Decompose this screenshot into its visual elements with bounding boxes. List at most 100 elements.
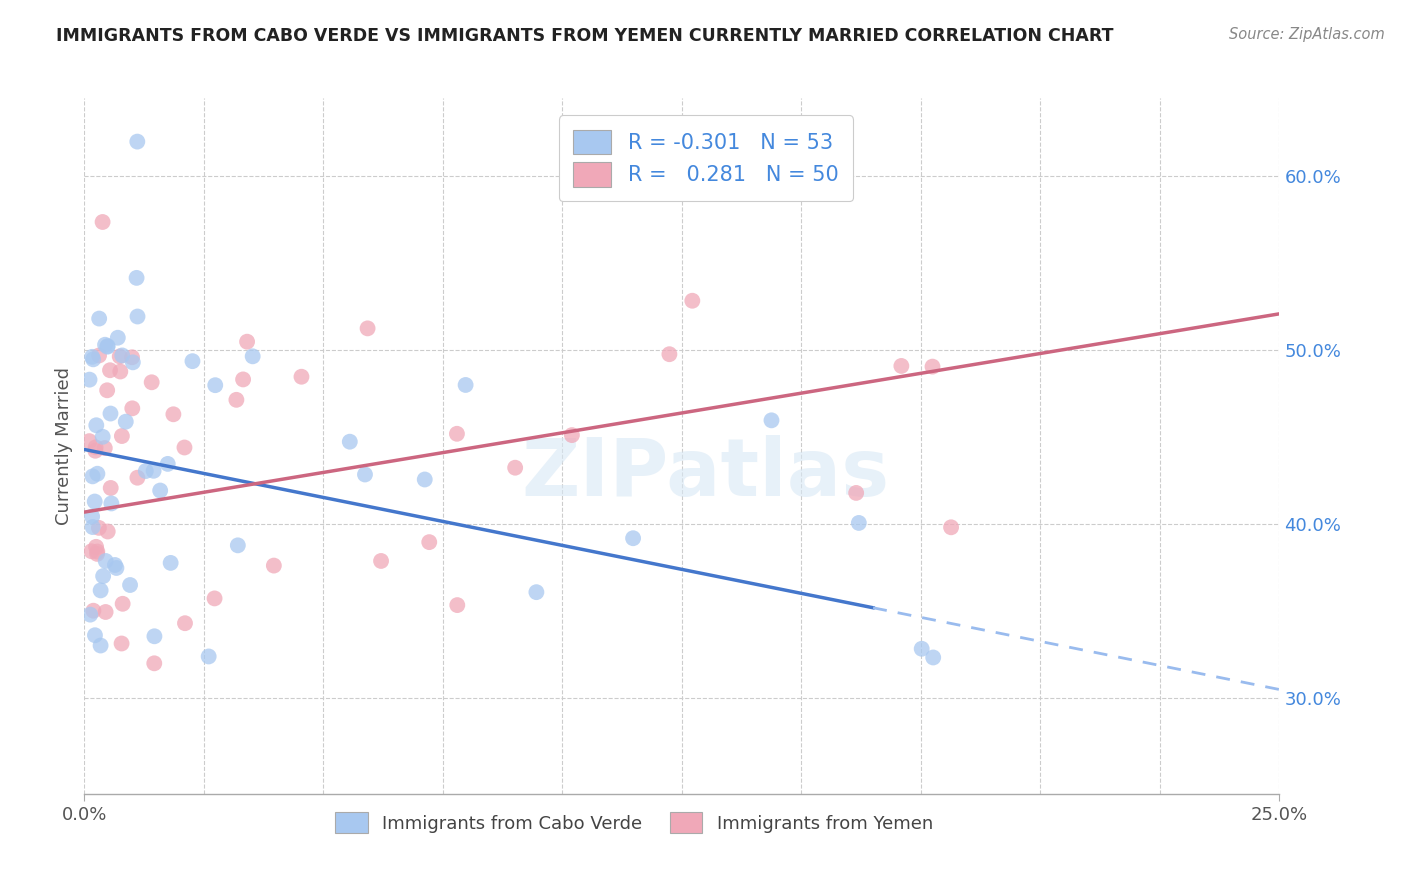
Point — [226, 538, 249, 552]
Point — [356, 321, 378, 335]
Point — [94, 554, 117, 568]
Point — [82, 350, 104, 364]
Point — [97, 524, 120, 539]
Point — [96, 384, 118, 398]
Point — [761, 413, 783, 427]
Point — [339, 434, 361, 449]
Point — [127, 135, 149, 149]
Point — [413, 473, 436, 487]
Point — [142, 464, 165, 478]
Point — [100, 407, 122, 421]
Point — [204, 378, 226, 392]
Text: ZIPatlas: ZIPatlas — [522, 434, 890, 513]
Point — [94, 337, 117, 351]
Point — [111, 597, 134, 611]
Point — [100, 481, 122, 495]
Point — [87, 521, 110, 535]
Point — [159, 556, 181, 570]
Point — [197, 649, 219, 664]
Point — [107, 331, 129, 345]
Point — [120, 578, 142, 592]
Point — [89, 311, 111, 326]
Legend: Immigrants from Cabo Verde, Immigrants from Yemen: Immigrants from Cabo Verde, Immigrants f… — [325, 802, 943, 844]
Point — [263, 558, 285, 573]
Point — [86, 547, 108, 561]
Point — [174, 616, 197, 631]
Point — [290, 369, 312, 384]
Point — [86, 467, 108, 481]
Point — [658, 347, 681, 361]
Point — [84, 443, 107, 458]
Point — [84, 540, 107, 554]
Point — [236, 334, 259, 349]
Point — [921, 359, 943, 374]
Point — [454, 378, 477, 392]
Text: Source: ZipAtlas.com: Source: ZipAtlas.com — [1229, 27, 1385, 42]
Point — [890, 359, 912, 373]
Point — [911, 641, 934, 656]
Point — [446, 426, 468, 441]
Point — [105, 561, 128, 575]
Point — [90, 583, 112, 598]
Point — [181, 354, 204, 368]
Point — [681, 293, 703, 308]
Point — [141, 376, 163, 390]
Y-axis label: Currently Married: Currently Married — [55, 367, 73, 525]
Point — [121, 355, 143, 369]
Point — [370, 554, 392, 568]
Point — [98, 363, 121, 377]
Point — [143, 657, 166, 671]
Point — [82, 520, 104, 534]
Point — [110, 636, 132, 650]
Point — [173, 441, 195, 455]
Text: IMMIGRANTS FROM CABO VERDE VS IMMIGRANTS FROM YEMEN CURRENTLY MARRIED CORRELATIO: IMMIGRANTS FROM CABO VERDE VS IMMIGRANTS… — [56, 27, 1114, 45]
Point — [526, 585, 548, 599]
Point — [84, 418, 107, 433]
Point — [94, 441, 117, 455]
Point — [79, 373, 101, 387]
Point — [845, 486, 868, 500]
Point — [135, 464, 157, 478]
Point — [91, 569, 114, 583]
Point — [82, 469, 104, 483]
Point — [121, 401, 143, 416]
Point — [939, 520, 962, 534]
Point — [204, 591, 226, 606]
Point — [149, 483, 172, 498]
Point — [225, 392, 247, 407]
Point — [354, 467, 377, 482]
Point — [125, 271, 148, 285]
Point — [82, 604, 104, 618]
Point — [121, 351, 143, 365]
Point — [79, 607, 101, 622]
Point — [922, 650, 945, 665]
Point — [561, 428, 583, 442]
Point — [90, 639, 112, 653]
Point — [418, 535, 440, 549]
Point — [127, 310, 149, 324]
Point — [91, 430, 114, 444]
Point — [84, 628, 107, 642]
Point — [97, 339, 120, 353]
Point — [110, 364, 132, 378]
Point — [575, 126, 598, 140]
Point — [83, 494, 105, 508]
Point — [94, 605, 117, 619]
Point — [87, 348, 110, 362]
Point — [114, 415, 136, 429]
Point — [86, 544, 108, 558]
Point — [111, 429, 134, 443]
Point — [82, 509, 104, 524]
Point — [91, 215, 114, 229]
Point — [82, 352, 104, 367]
Point — [621, 531, 644, 545]
Point — [104, 558, 127, 572]
Point — [446, 598, 468, 612]
Point — [156, 457, 179, 471]
Point — [111, 348, 134, 362]
Point — [96, 340, 118, 354]
Point — [162, 407, 184, 421]
Point — [84, 441, 107, 455]
Point — [232, 372, 254, 386]
Point — [108, 350, 131, 364]
